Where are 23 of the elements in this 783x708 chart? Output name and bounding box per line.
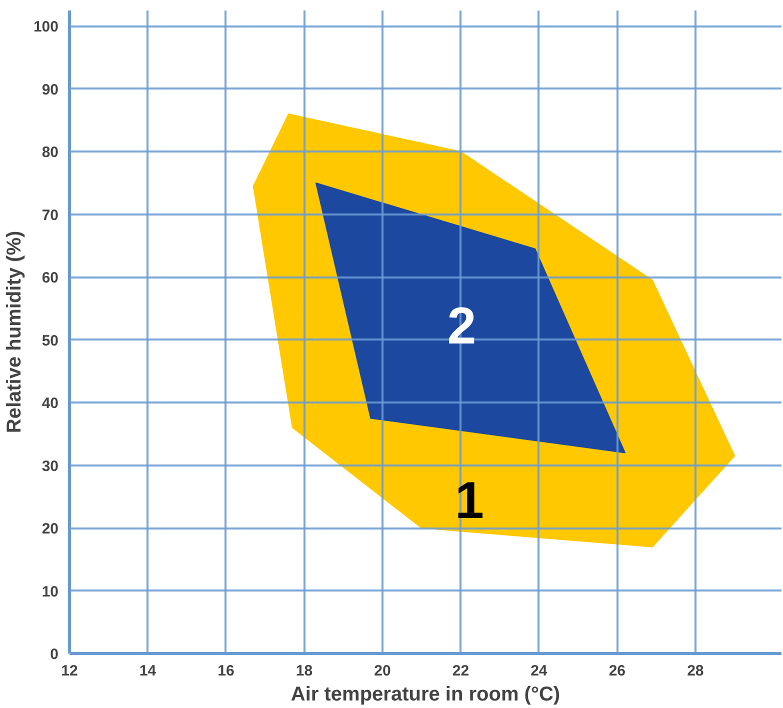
y-tick-label: 40: [42, 395, 59, 412]
y-tick-label: 90: [42, 81, 59, 98]
y-tick-label: 80: [42, 144, 59, 162]
x-tick-label: 14: [139, 662, 157, 680]
y-tick-label: 10: [42, 583, 59, 600]
x-axis-title: Air temperature in room (°C): [290, 684, 560, 706]
y-tick-label: 50: [42, 332, 59, 350]
y-tick-label: 20: [42, 520, 59, 538]
y-tick-label: 30: [42, 458, 59, 475]
x-tick-label: 24: [530, 662, 548, 680]
series-label: 2: [447, 298, 476, 356]
x-tick-label: 28: [687, 662, 704, 680]
x-tick-label: 22: [452, 662, 470, 680]
x-tick-label: 18: [296, 662, 313, 680]
x-tick-label: 20: [374, 662, 391, 680]
y-tick-label: 60: [42, 270, 59, 287]
x-tick-label: 12: [61, 662, 78, 680]
y-tick-label: 70: [42, 206, 59, 224]
y-tick-label: 100: [33, 18, 59, 36]
y-axis-title: Relative humidity (%): [3, 230, 26, 434]
x-tick-label: 26: [608, 662, 626, 680]
x-tick-label: 16: [218, 662, 234, 680]
y-tick-label: 0: [50, 646, 58, 663]
